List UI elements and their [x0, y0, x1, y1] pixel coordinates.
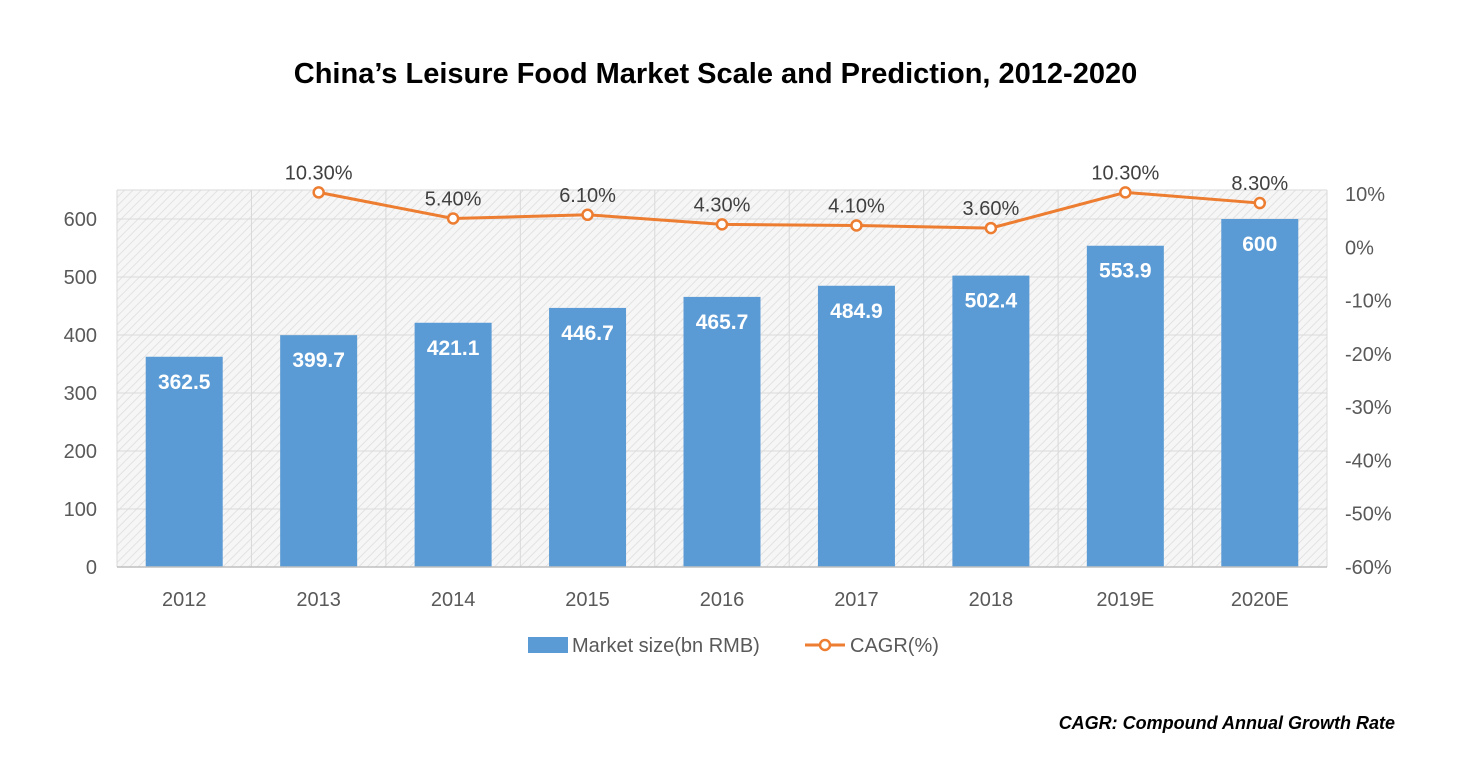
legend-swatch-bar — [528, 637, 568, 653]
bar-data-label: 600 — [1242, 233, 1277, 256]
bar-data-label: 399.7 — [292, 349, 345, 372]
line-series — [312, 186, 1267, 235]
cagr-marker — [1253, 196, 1267, 210]
cagr-data-label: 8.30% — [1231, 173, 1288, 195]
bar — [952, 275, 1030, 567]
legend: Market size(bn RMB) CAGR(%) — [528, 635, 939, 657]
y-right-tick-label: -60% — [1345, 557, 1392, 579]
y-right-tick-label: 10% — [1345, 184, 1385, 206]
y-left-tick-label: 300 — [64, 383, 97, 405]
cagr-data-label: 10.30% — [1091, 162, 1159, 184]
y-left-tick-label: 400 — [64, 325, 97, 347]
x-tick-label: 2016 — [700, 589, 745, 611]
cagr-marker — [446, 212, 460, 225]
bar-data-label: 553.9 — [1099, 260, 1152, 283]
x-tick-label: 2013 — [296, 589, 341, 611]
y-right-tick-label: -50% — [1345, 504, 1392, 526]
cagr-data-label: 4.30% — [694, 194, 751, 216]
cagr-marker — [850, 219, 863, 232]
cagr-data-label: 6.10% — [559, 185, 616, 207]
bar-data-label: 484.9 — [830, 300, 883, 323]
x-tick-label: 2012 — [162, 589, 207, 611]
bar-data-label: 502.4 — [965, 290, 1018, 313]
bar — [1221, 219, 1299, 567]
cagr-data-label: 4.10% — [828, 195, 885, 217]
y-right-tick-label: -20% — [1345, 344, 1392, 366]
bar — [414, 322, 492, 567]
bar-data-label: 465.7 — [696, 311, 749, 334]
bar-data-label: 362.5 — [158, 371, 211, 394]
y-right-tick-label: -30% — [1345, 397, 1392, 419]
legend-label-bar: Market size(bn RMB) — [572, 635, 760, 657]
cagr-marker — [984, 221, 998, 235]
x-tick-label: 2020E — [1231, 589, 1289, 611]
bar — [683, 296, 761, 567]
chart-title: China’s Leisure Food Market Scale and Pr… — [293, 58, 1138, 90]
bar — [1086, 245, 1164, 567]
y-right-tick-label: -10% — [1345, 291, 1392, 313]
x-tick-label: 2018 — [969, 589, 1014, 611]
bar-series — [145, 219, 1299, 567]
cagr-line — [318, 190, 1260, 230]
cagr-marker — [715, 218, 729, 231]
footnote: CAGR: Compound Annual Growth Rate — [1058, 713, 1395, 733]
bar — [549, 307, 627, 567]
bar — [145, 356, 223, 567]
legend-swatch-marker — [818, 638, 832, 652]
legend-label-line: CAGR(%) — [850, 635, 939, 657]
line-data-labels: 10.30% 5.40% 6.10% 4.30% 4.10% 3.60% 10.30% 8.3… — [285, 162, 1289, 220]
bar-data-labels: 362.5 399.7 421.1 446.7 465.7 484.9 502.4 553.9… — [158, 233, 1277, 394]
y-left-tick-label: 500 — [64, 267, 97, 289]
y-left-tick-label: 0 — [86, 557, 97, 579]
cagr-data-label: 10.30% — [285, 162, 353, 184]
bar — [280, 335, 358, 567]
bar — [817, 285, 895, 567]
y-right-tick-label: 0% — [1345, 237, 1374, 259]
cagr-marker — [1119, 186, 1132, 199]
y-left-tick-label: 100 — [64, 499, 97, 521]
x-tick-label: 2019E — [1096, 589, 1154, 611]
y-left-tick-label: 600 — [64, 209, 97, 231]
y-right-tick-label: -40% — [1345, 450, 1392, 472]
y-left-tick-label: 200 — [64, 441, 97, 463]
x-tick-label: 2014 — [431, 589, 476, 611]
axes: 0 100 200 300 400 500 600 -60% -50% -40% -30% -20% -… — [64, 184, 1392, 611]
x-tick-label: 2017 — [834, 589, 879, 611]
cagr-marker — [312, 186, 325, 199]
bar-data-label: 446.7 — [561, 322, 614, 345]
cagr-marker — [581, 208, 594, 222]
x-tick-label: 2015 — [565, 589, 610, 611]
cagr-data-label: 5.40% — [425, 189, 482, 211]
cagr-data-label: 3.60% — [963, 198, 1020, 220]
bar-data-label: 421.1 — [427, 337, 480, 360]
